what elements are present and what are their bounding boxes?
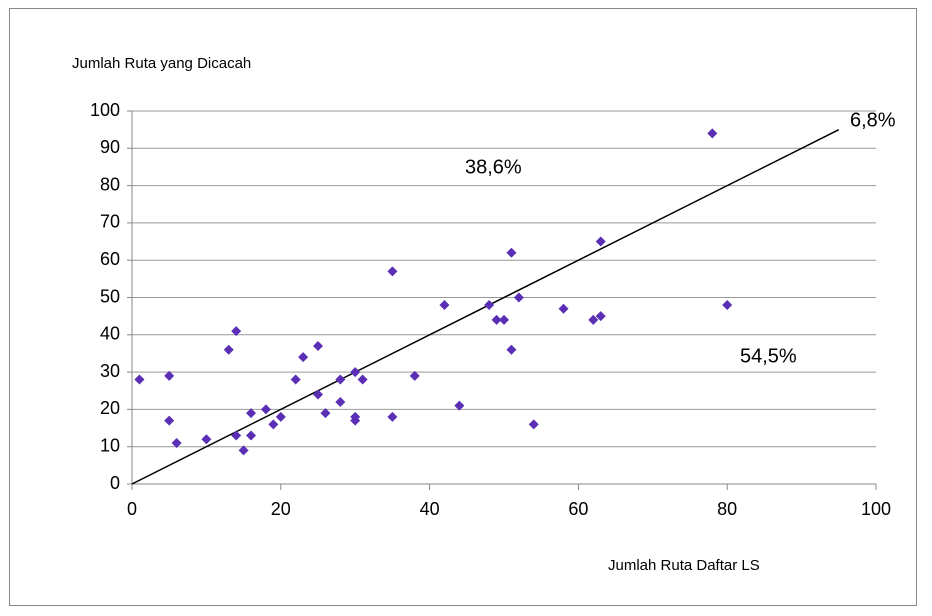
- point: [134, 374, 145, 385]
- point: [298, 352, 309, 363]
- y-tick-label: 20: [100, 398, 120, 418]
- y-tick-label: 30: [100, 361, 120, 381]
- point: [313, 389, 323, 400]
- point: [238, 445, 249, 456]
- y-tick-label: 100: [90, 100, 120, 120]
- point: [454, 400, 465, 411]
- x-axis-title: Jumlah Ruta Daftar LS: [608, 557, 760, 574]
- point: [409, 370, 420, 381]
- y-tick-label: 50: [100, 286, 120, 306]
- point: [350, 415, 361, 426]
- point: [164, 370, 175, 381]
- x-tick-label: 60: [568, 499, 588, 519]
- annotation: 6,8%: [850, 109, 896, 131]
- point: [588, 314, 599, 325]
- point: [387, 411, 398, 422]
- y-tick-label: 80: [100, 174, 120, 194]
- y-axis-title: Jumlah Ruta yang Dicacah: [72, 55, 251, 72]
- point: [275, 411, 286, 422]
- point: [595, 236, 606, 247]
- point: [320, 408, 331, 419]
- point: [231, 326, 242, 337]
- point: [223, 344, 234, 355]
- annotation: 38,6%: [465, 156, 522, 178]
- point: [528, 419, 539, 430]
- point: [558, 303, 569, 314]
- point: [290, 374, 301, 385]
- x-tick-label: 80: [717, 499, 737, 519]
- y-tick-label: 90: [100, 137, 120, 157]
- y-tick-label: 40: [100, 324, 120, 344]
- x-tick-label: 40: [420, 499, 440, 519]
- y-tick-label: 0: [110, 473, 120, 493]
- point: [387, 266, 398, 277]
- x-tick-label: 100: [861, 499, 891, 519]
- reference-line: [131, 128, 840, 485]
- point: [246, 408, 257, 419]
- point: [350, 367, 361, 378]
- point: [171, 437, 182, 448]
- point: [246, 430, 257, 441]
- point: [313, 340, 323, 351]
- point: [513, 292, 524, 303]
- x-tick-label: 20: [271, 499, 291, 519]
- point: [707, 128, 718, 139]
- point: [260, 404, 271, 415]
- point: [506, 247, 517, 258]
- point: [231, 430, 242, 441]
- point: [439, 299, 450, 310]
- point: [506, 344, 517, 355]
- point: [335, 396, 346, 407]
- point: [268, 419, 279, 430]
- point: [335, 374, 346, 385]
- chart-frame: [9, 8, 917, 606]
- point: [491, 314, 502, 325]
- x-tick-label: 0: [127, 499, 137, 519]
- y-tick-label: 70: [100, 212, 120, 232]
- point: [499, 314, 509, 325]
- annotation: 54,5%: [740, 345, 797, 367]
- point: [357, 374, 368, 385]
- y-tick-label: 10: [100, 435, 120, 455]
- point: [164, 415, 175, 426]
- point: [484, 299, 495, 310]
- point: [201, 434, 212, 445]
- point: [722, 299, 733, 310]
- point: [595, 311, 606, 322]
- y-tick-label: 60: [100, 249, 120, 269]
